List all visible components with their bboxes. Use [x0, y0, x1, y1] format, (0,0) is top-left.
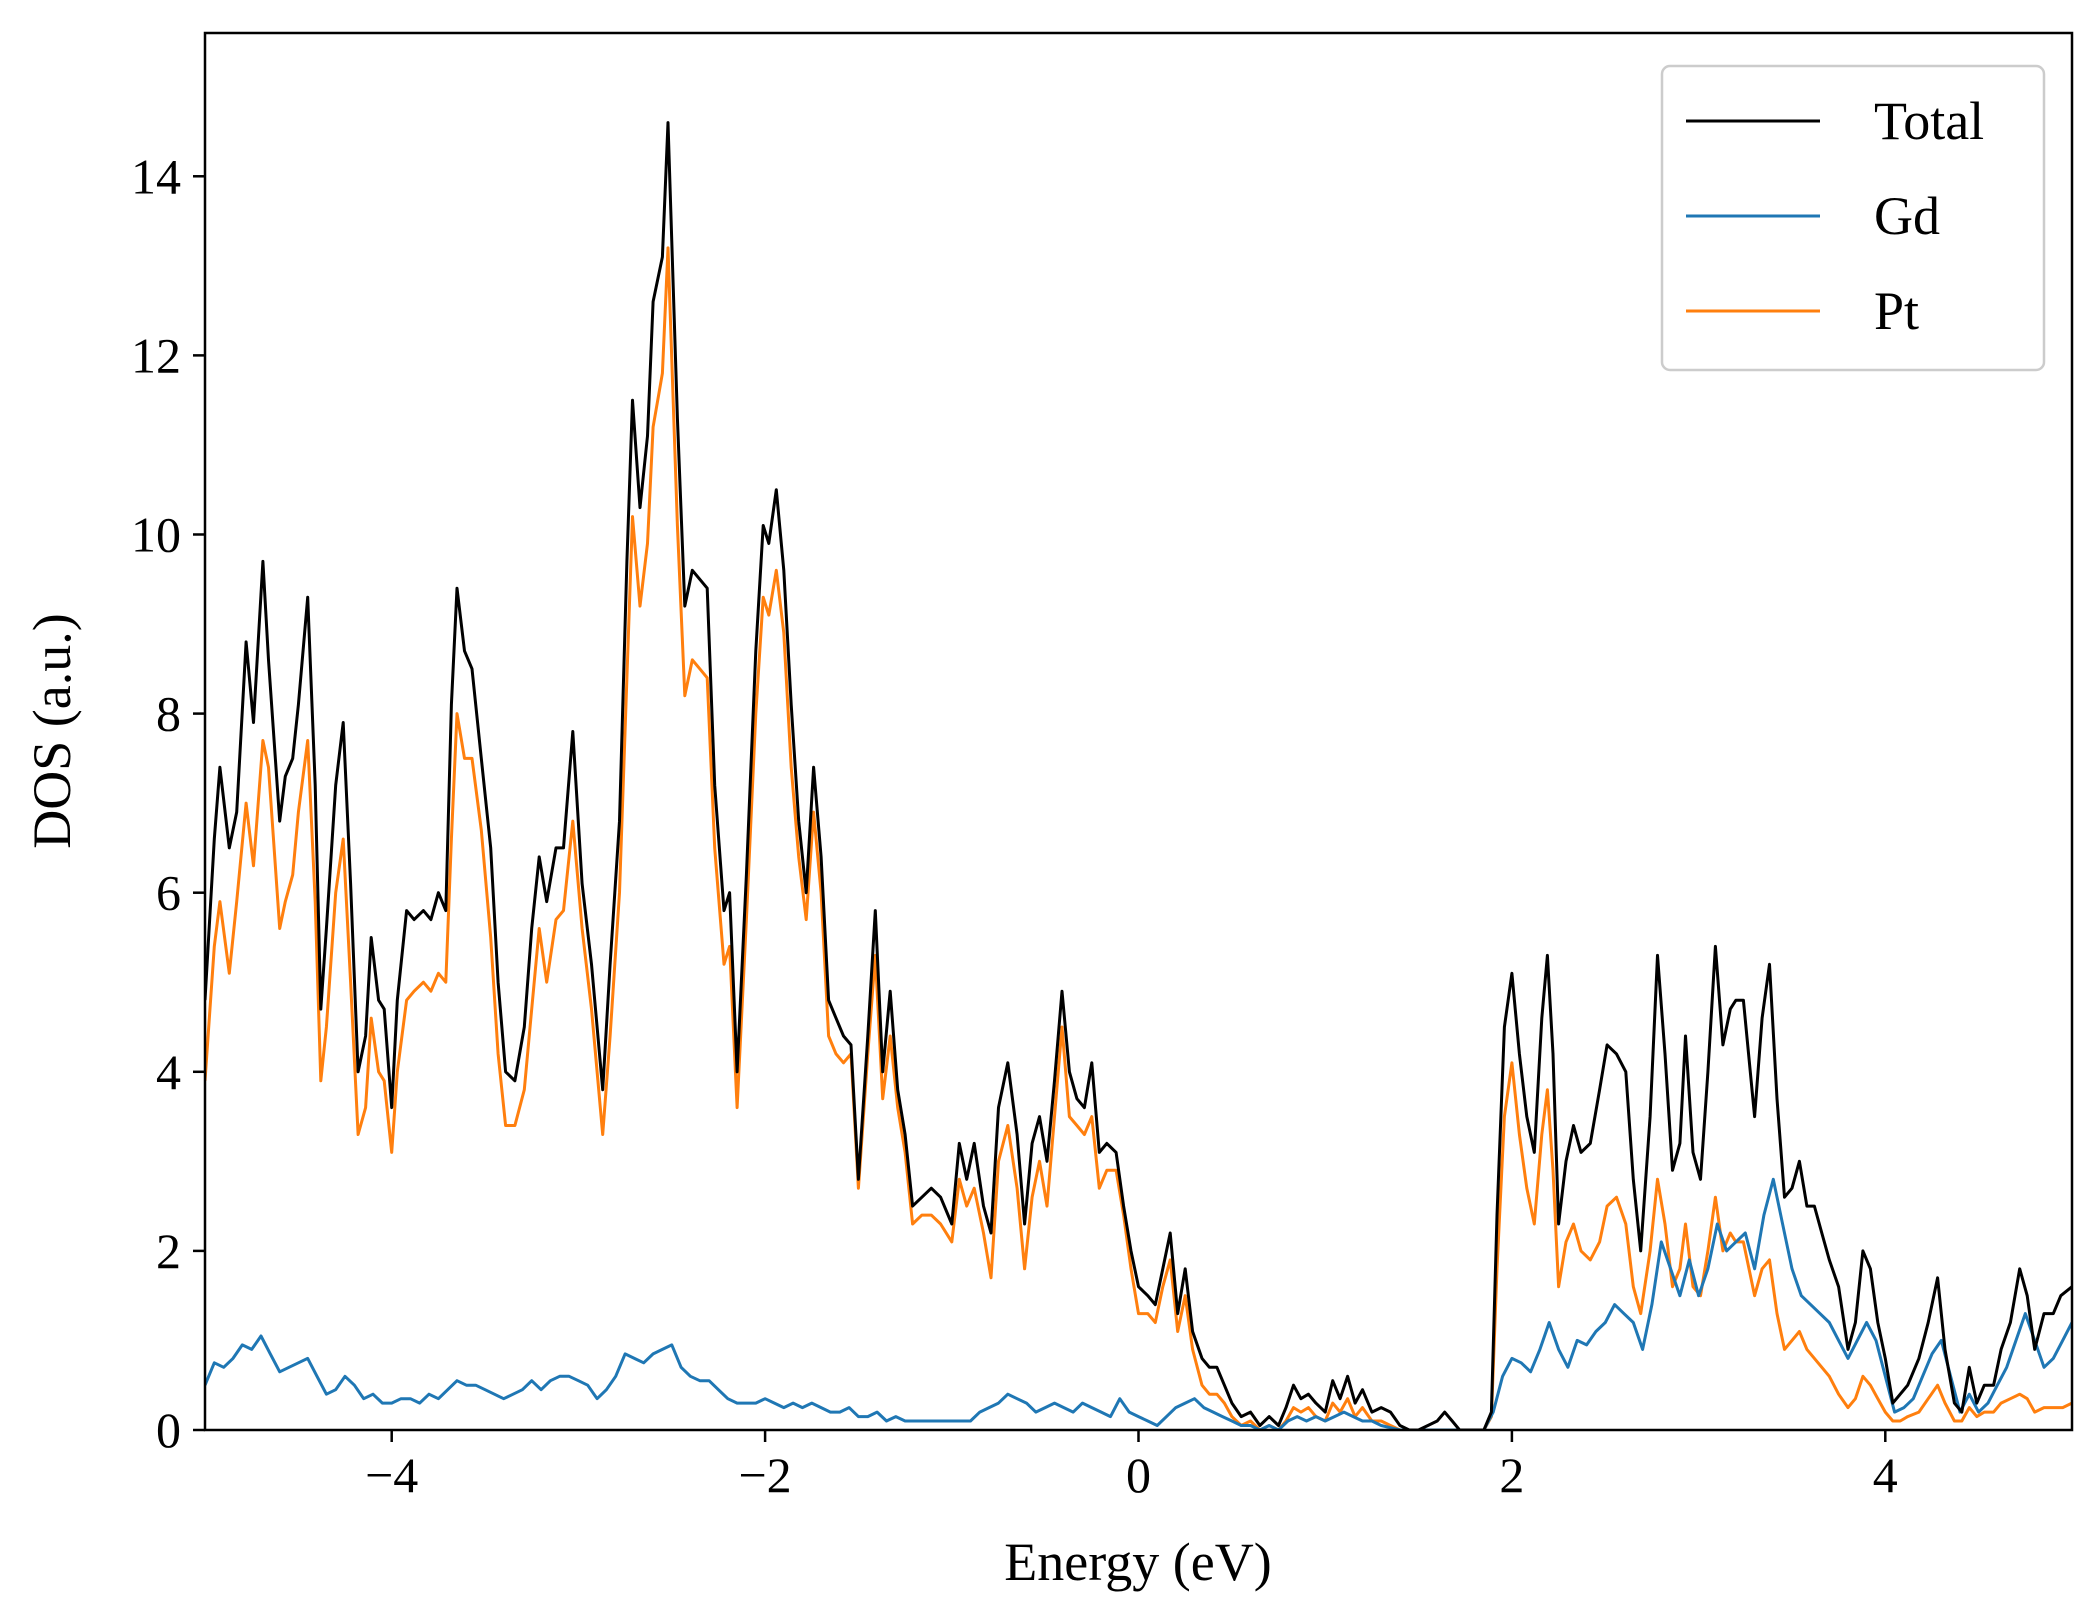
x-tick-label: 4 — [1873, 1447, 1898, 1503]
x-tick-label: −4 — [365, 1447, 418, 1503]
legend: Total Gd Pt — [1660, 64, 2046, 372]
y-axis-title: DOS (a.u.) — [22, 613, 82, 848]
series-layer — [205, 121, 2072, 1430]
x-tick-label: 2 — [1499, 1447, 1524, 1503]
x-axis: −4 −2 0 2 4 — [365, 1430, 1898, 1503]
series-line-pt — [205, 246, 2072, 1430]
series-line-gd — [205, 1177, 2072, 1430]
legend-label-pt: Pt — [1874, 281, 1919, 341]
y-tick-label: 14 — [131, 148, 181, 204]
legend-label-gd: Gd — [1874, 186, 1940, 246]
legend-label-total: Total — [1874, 91, 1984, 151]
y-tick-label: 2 — [156, 1223, 181, 1279]
y-tick-label: 8 — [156, 686, 181, 742]
y-tick-label: 6 — [156, 865, 181, 921]
series-line-total — [205, 121, 2072, 1430]
x-tick-label: −2 — [738, 1447, 791, 1503]
x-tick-label: 0 — [1126, 1447, 1151, 1503]
y-tick-label: 4 — [156, 1044, 181, 1100]
y-tick-label: 12 — [131, 327, 181, 383]
y-axis: 0 2 4 6 8 10 12 14 — [131, 148, 205, 1458]
legend-box — [1660, 64, 2046, 372]
y-tick-label: 10 — [131, 506, 181, 562]
x-axis-title: Energy (eV) — [1004, 1532, 1271, 1592]
y-tick-label: 0 — [156, 1402, 181, 1458]
